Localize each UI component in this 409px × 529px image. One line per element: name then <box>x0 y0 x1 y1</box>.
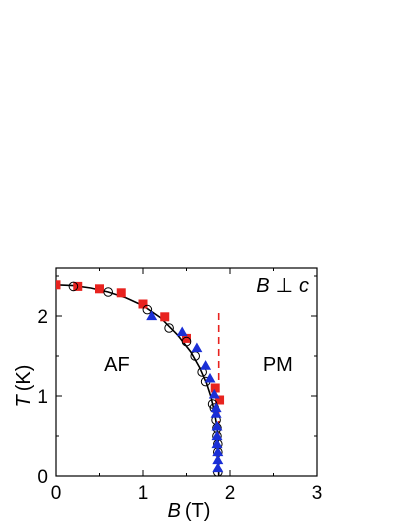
y-tick-label: 1 <box>37 387 48 408</box>
triangle-marker <box>211 430 223 441</box>
triangle-marker <box>210 402 222 413</box>
phase-region-labels: AF PM <box>104 354 293 376</box>
x-axis-unit: (T) <box>185 500 211 522</box>
axis-ticks <box>55 268 318 477</box>
square-marker <box>160 312 170 322</box>
phase-boundary-fit-curve <box>56 284 220 476</box>
square-marker <box>56 280 61 290</box>
triangle-marker <box>176 326 188 337</box>
triangle-marker <box>212 454 224 465</box>
triangle-marker <box>204 372 216 383</box>
square-marker <box>95 284 104 294</box>
open-circle-marker <box>142 304 153 315</box>
x-axis-symbol: B <box>168 500 181 522</box>
triangle-marker <box>200 360 212 370</box>
open-circle-marker <box>103 287 113 297</box>
triangle-marker <box>146 310 158 321</box>
y-axis-unit: (K) <box>13 365 35 392</box>
field-orientation-annotation: B ⊥ c <box>256 275 309 297</box>
x-tick-label: 2 <box>225 483 236 504</box>
annotation-var-c: c <box>299 275 309 297</box>
x-tick-label: 0 <box>51 483 62 504</box>
phase-region-label: PM <box>263 354 293 376</box>
triangle-marker <box>212 462 224 473</box>
triangle-marker <box>191 342 203 353</box>
triangle-marker <box>210 408 222 418</box>
triangle-marker <box>208 388 220 399</box>
axis-tick-labels: 0 1 2 3 0 1 2 <box>37 307 322 504</box>
square-marker <box>215 395 225 405</box>
open-circle-marker <box>164 323 174 333</box>
square-marker <box>182 333 191 343</box>
x-axis-label: B (T) <box>168 500 211 522</box>
open-circle-marker <box>181 336 192 347</box>
data-points <box>56 280 225 476</box>
phase-region-label: AF <box>104 354 130 376</box>
triangle-marker <box>211 420 223 431</box>
square-marker <box>210 383 220 393</box>
triangle-marker <box>211 438 223 449</box>
y-tick-label: 2 <box>37 307 48 328</box>
y-axis-label: T(K) <box>13 365 35 408</box>
x-tick-label: 1 <box>138 483 149 504</box>
open-circle-marker <box>68 281 79 292</box>
annotation-var-b: B <box>256 275 269 297</box>
x-tick-label: 3 <box>312 483 323 504</box>
square-marker <box>116 288 126 298</box>
y-axis-symbol: T <box>13 393 35 407</box>
annotation-perp-symbol: ⊥ <box>276 275 293 297</box>
triangle-marker <box>212 446 224 457</box>
y-tick-label: 0 <box>37 467 48 488</box>
square-marker <box>138 299 148 309</box>
